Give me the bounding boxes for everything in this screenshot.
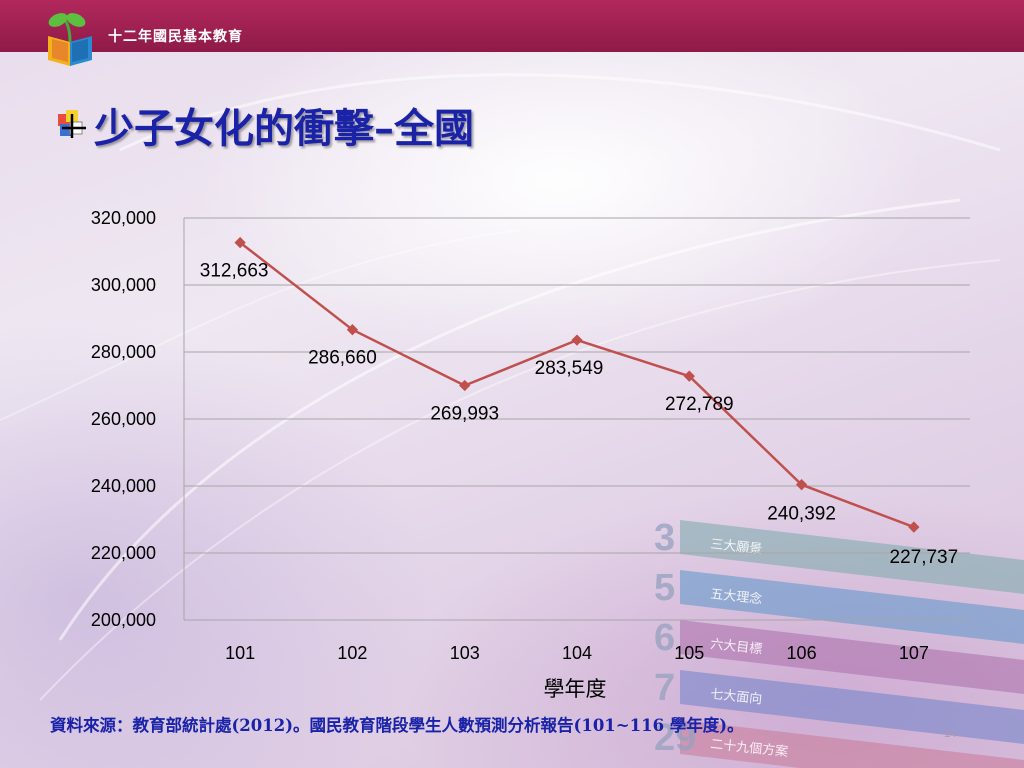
decoration-number: 6 [654,617,675,659]
y-tick-label: 260,000 [91,409,156,429]
data-label: 286,660 [308,348,377,369]
y-tick-label: 200,000 [91,610,156,630]
x-tick-label: 101 [225,643,255,663]
y-tick-label: 240,000 [91,476,156,496]
data-label: 227,737 [890,547,959,568]
x-tick-label: 107 [899,643,929,663]
decoration-ribbon [680,670,1024,744]
data-point [234,236,246,249]
data-label: 283,549 [535,358,604,379]
decoration-number: 5 [654,567,675,609]
data-point [346,324,359,336]
decoration-number: 29 [654,717,696,759]
y-tick-label: 300,000 [91,275,156,295]
decoration-ribbon [680,570,1024,644]
y-tick-label: 220,000 [91,543,156,563]
x-tick-label: 106 [787,643,817,663]
plus-square-bullet-icon [58,110,86,138]
decoration-number: 3 [654,517,675,559]
top-banner [0,0,1024,52]
book-sprout-logo-icon [48,13,92,66]
decoration-label: 七大面向 [710,686,763,707]
x-axis-title: 學年度 [544,678,607,701]
decoration-ribbon [680,720,1024,768]
decoration-ribbon [680,620,1024,694]
x-tick-label: 103 [450,643,480,663]
data-point [571,334,583,346]
data-source-note: 資料來源：教育部統計處(2012)。國民教育階段學生人數預測分析報告(101~1… [50,716,744,735]
data-point [683,370,695,382]
decoration-label: 三大願景 [710,537,763,557]
page-number: 14 [944,728,957,740]
data-point [795,479,808,491]
y-tick-label: 320,000 [91,208,156,228]
data-label: 240,392 [767,504,836,525]
data-point [459,379,471,392]
decoration-ribbon [680,520,1024,594]
slide-title: 少子女化的衝擊–全國 [94,105,474,152]
y-tick-label: 280,000 [91,342,156,362]
data-label: 272,789 [665,394,734,415]
decoration-label: 五大理念 [710,586,763,607]
x-tick-label: 102 [337,643,367,663]
x-tick-label: 104 [562,643,592,663]
decoration-label: 六大目標 [710,637,763,657]
data-point [908,521,920,533]
data-label: 312,663 [200,261,269,282]
data-label: 269,993 [430,404,499,425]
brand-name: 十二年國民基本教育 [108,29,243,45]
decoration-number: 7 [654,667,675,709]
x-tick-label: 105 [674,643,704,663]
